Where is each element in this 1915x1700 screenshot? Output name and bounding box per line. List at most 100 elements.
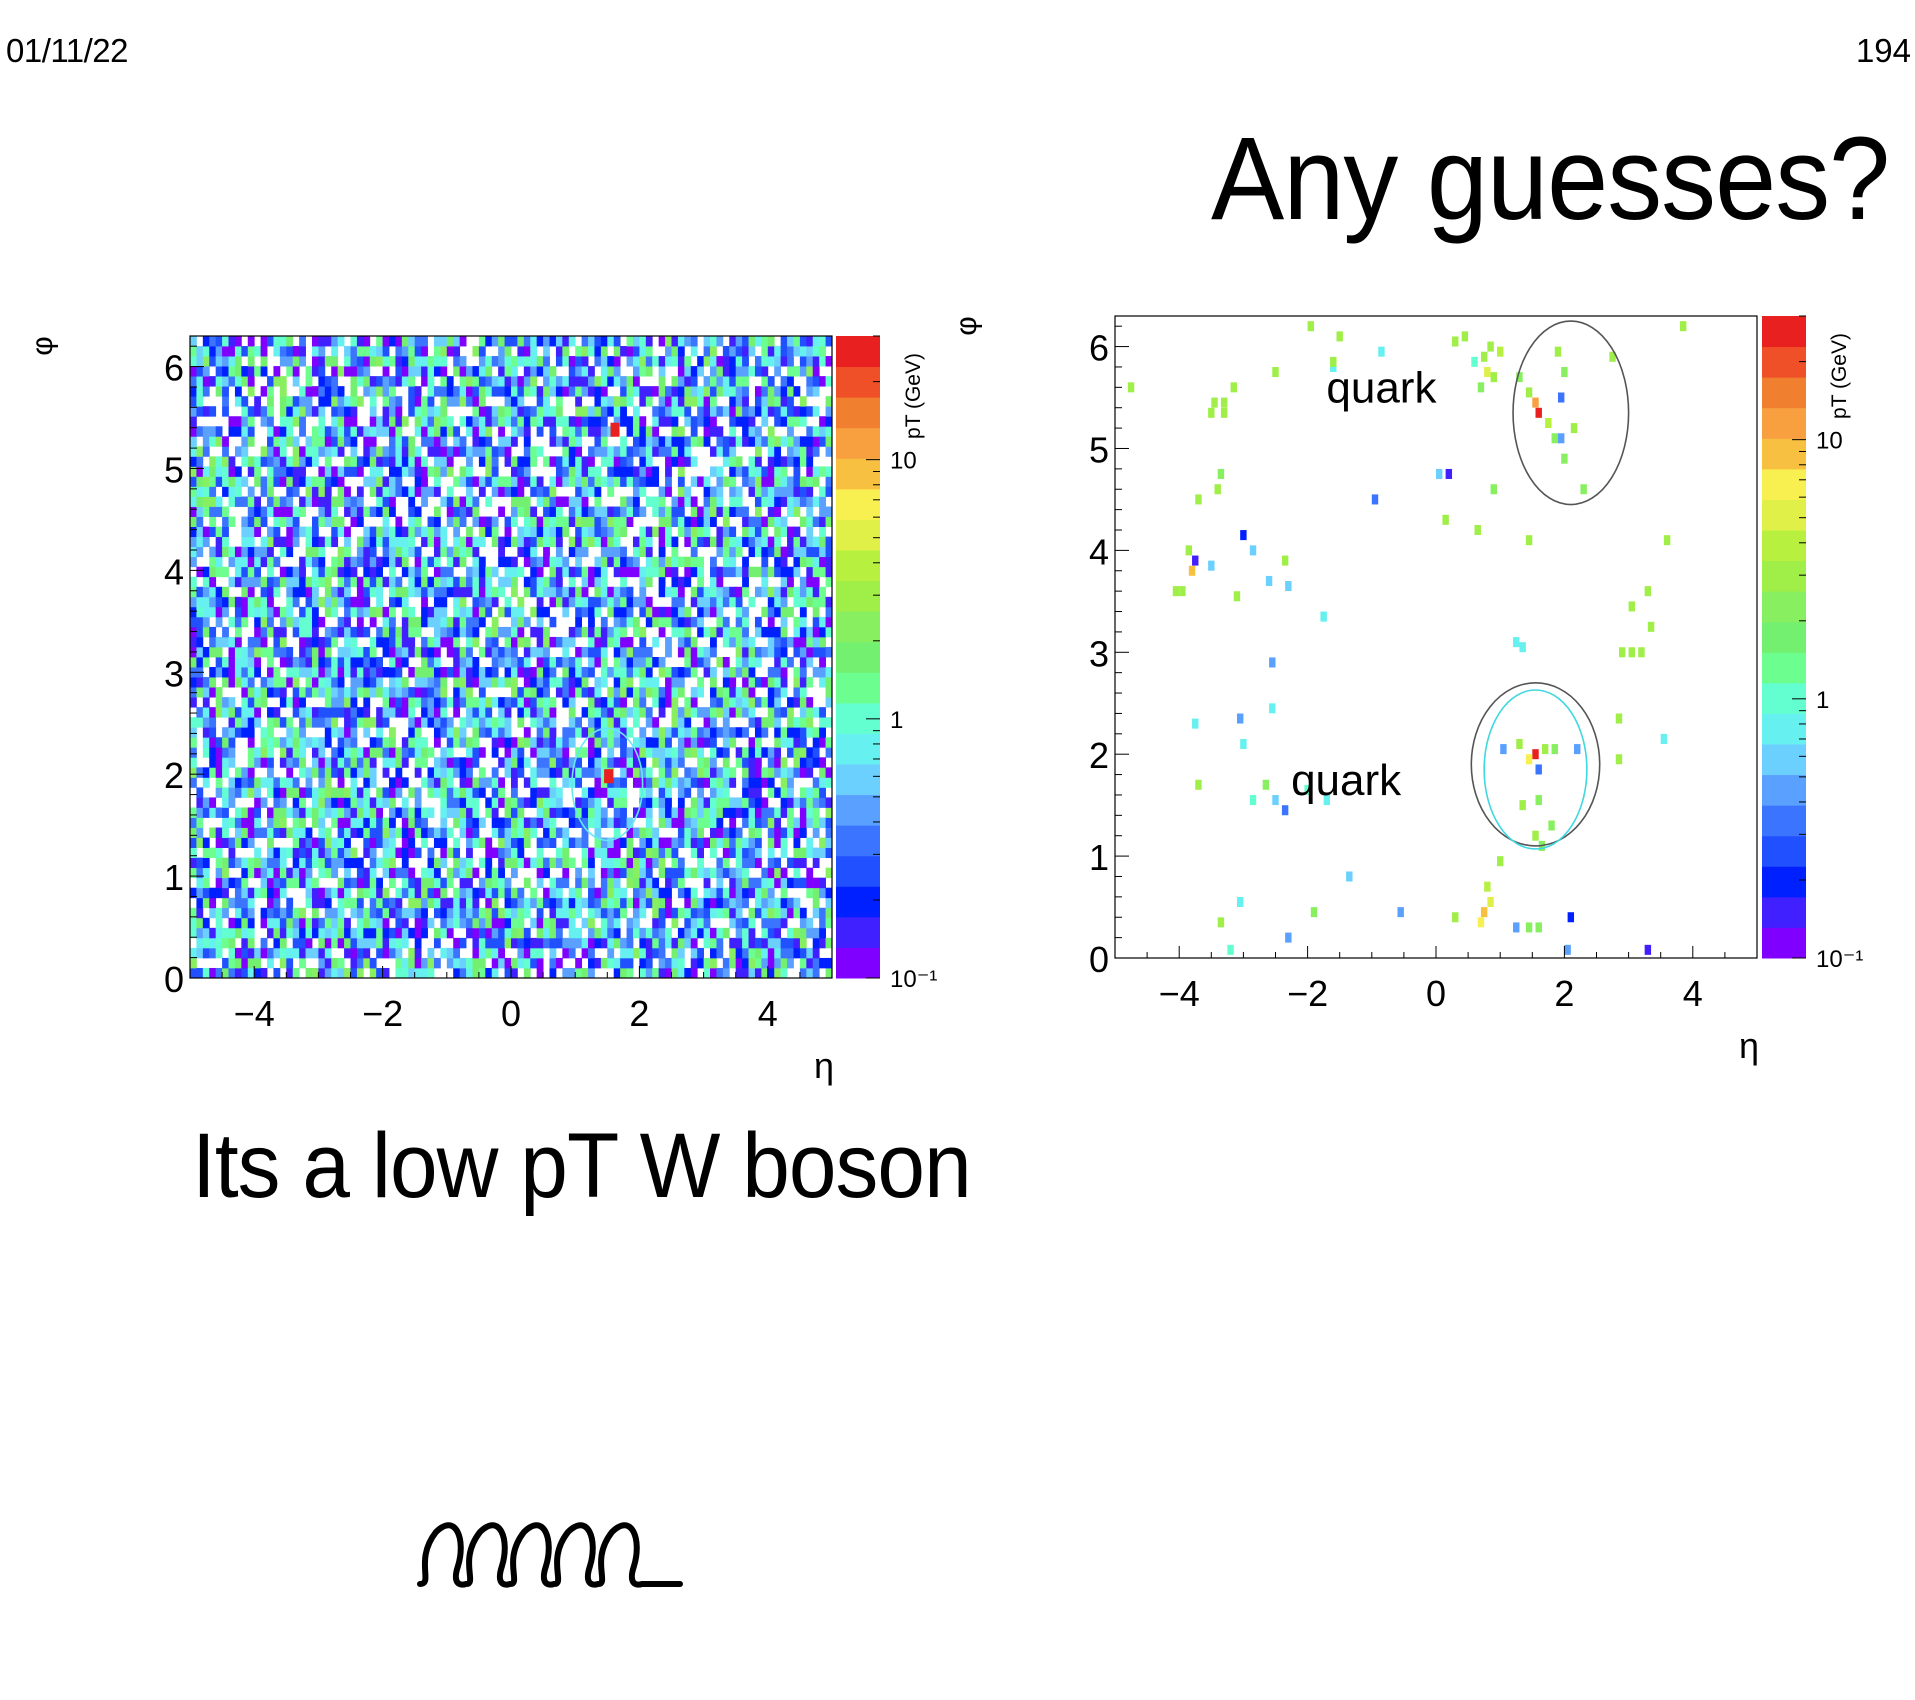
heatmap-cell bbox=[536, 626, 544, 638]
heatmap-cell bbox=[350, 787, 358, 798]
heatmap-cell bbox=[202, 406, 210, 417]
heatmap-cell bbox=[459, 937, 467, 949]
heatmap-cell bbox=[767, 677, 775, 688]
heatmap-cell bbox=[658, 616, 666, 628]
heatmap-cell bbox=[466, 877, 473, 889]
heatmap-cell bbox=[774, 757, 782, 768]
heatmap-cell bbox=[793, 767, 801, 778]
heatmap-cell bbox=[337, 616, 345, 628]
heatmap-cell bbox=[511, 606, 518, 618]
heatmap-cell bbox=[549, 857, 557, 869]
heatmap-cell bbox=[389, 446, 396, 457]
heatmap-cell bbox=[209, 406, 217, 417]
heatmap-cell bbox=[350, 957, 358, 969]
heatmap-cell bbox=[395, 917, 403, 929]
heatmap-cell bbox=[318, 747, 326, 758]
heatmap-cell bbox=[498, 356, 505, 367]
heatmap-cell bbox=[581, 566, 589, 578]
heatmap-cell bbox=[754, 787, 762, 798]
heatmap-cell bbox=[543, 346, 550, 357]
heatmap-cell bbox=[658, 817, 666, 828]
heatmap-cell bbox=[254, 476, 262, 487]
heatmap-cell bbox=[517, 636, 525, 648]
heatmap-cell bbox=[523, 496, 531, 507]
heatmap-cell bbox=[555, 586, 563, 598]
heatmap-cell bbox=[632, 927, 640, 939]
heatmap-cell bbox=[581, 596, 589, 608]
heatmap-cell bbox=[427, 416, 435, 427]
heatmap-cell bbox=[286, 396, 294, 407]
heatmap-cell bbox=[427, 957, 435, 969]
heatmap-cell bbox=[196, 346, 204, 357]
heatmap-cell bbox=[697, 416, 704, 427]
heatmap-cell bbox=[267, 827, 274, 838]
heatmap-cell bbox=[607, 697, 615, 708]
heatmap-cell bbox=[318, 757, 326, 768]
heatmap-cell bbox=[376, 586, 383, 598]
heatmap-cell bbox=[202, 687, 210, 698]
heatmap-cell bbox=[671, 957, 679, 969]
heatmap-cell bbox=[774, 506, 782, 517]
heatmap-cell bbox=[575, 526, 583, 538]
heatmap-cell bbox=[658, 657, 666, 668]
heatmap-cell bbox=[478, 606, 486, 618]
heatmap-cell bbox=[196, 897, 204, 909]
heatmap-cell bbox=[562, 937, 570, 949]
heatmap-cell bbox=[421, 346, 428, 357]
heatmap-cell bbox=[735, 747, 743, 758]
heatmap-cell bbox=[498, 887, 505, 899]
heatmap-cell bbox=[241, 727, 249, 738]
heatmap-cell bbox=[806, 636, 814, 648]
heatmap-cell bbox=[812, 626, 820, 638]
heatmap-cell bbox=[202, 737, 210, 748]
heatmap-cell bbox=[324, 456, 332, 467]
heatmap-cell bbox=[292, 516, 300, 527]
heatmap-cell bbox=[658, 356, 666, 367]
heatmap-cell bbox=[350, 947, 358, 959]
heatmap-cell bbox=[267, 957, 274, 969]
heatmap-cell bbox=[613, 777, 621, 788]
heatmap-cell bbox=[369, 847, 377, 859]
heatmap-cell bbox=[620, 506, 627, 517]
heatmap-cell bbox=[356, 767, 364, 778]
heatmap-cell bbox=[260, 697, 268, 708]
heatmap-cell bbox=[761, 476, 769, 487]
heatmap-cell bbox=[671, 456, 679, 467]
heatmap-cell bbox=[620, 386, 627, 397]
heatmap-cell bbox=[459, 386, 467, 397]
heatmap-cell bbox=[466, 797, 473, 808]
heatmap-cell bbox=[511, 747, 518, 758]
heatmap-cell bbox=[466, 897, 473, 909]
heatmap-cell bbox=[363, 536, 371, 548]
heatmap-cell bbox=[825, 767, 833, 778]
heatmap-cell bbox=[523, 546, 531, 558]
heatmap-cell bbox=[799, 456, 807, 467]
heatmap-cell bbox=[337, 386, 345, 397]
heatmap-cell bbox=[453, 967, 461, 979]
heatmap-cell bbox=[453, 697, 461, 708]
heatmap-cell bbox=[324, 576, 332, 588]
heatmap-cell bbox=[318, 927, 326, 939]
heatmap-cell bbox=[754, 817, 762, 828]
heatmap-cell bbox=[511, 406, 518, 417]
heatmap-cell bbox=[729, 677, 737, 688]
heatmap-cell bbox=[594, 937, 602, 949]
heatmap-cell bbox=[639, 807, 647, 818]
heatmap-cell bbox=[395, 516, 403, 527]
heatmap-cell bbox=[761, 356, 769, 367]
heatmap-cell bbox=[517, 747, 525, 758]
heatmap-cell bbox=[299, 907, 306, 919]
heatmap-cell bbox=[356, 717, 364, 728]
heatmap-cell bbox=[600, 917, 608, 929]
heatmap-cell bbox=[311, 516, 319, 527]
heatmap-cell bbox=[793, 827, 801, 838]
heatmap-cell bbox=[215, 596, 223, 608]
heatmap-cell bbox=[254, 396, 262, 407]
heatmap-cell bbox=[626, 677, 634, 688]
heatmap-cell bbox=[356, 486, 364, 497]
heatmap-cell bbox=[581, 827, 589, 838]
heatmap-cell bbox=[575, 677, 583, 688]
heatmap-cell bbox=[543, 797, 550, 808]
heatmap-cell bbox=[530, 667, 538, 678]
heatmap-cell bbox=[588, 646, 595, 658]
